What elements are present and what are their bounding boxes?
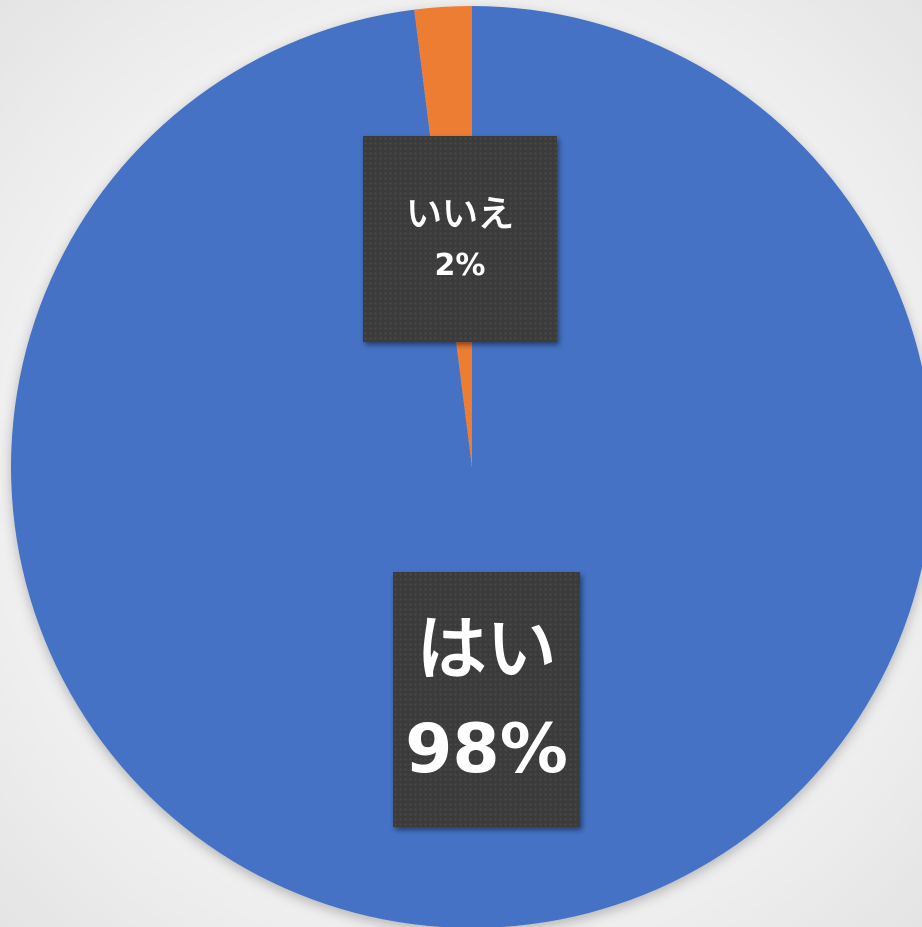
data-label-iie: いいえ 2% xyxy=(363,136,557,342)
pie-slice-hai xyxy=(11,6,922,927)
data-label-value: 98% xyxy=(405,709,568,789)
data-label-category: いいえ xyxy=(405,194,514,235)
data-label-category: はい xyxy=(416,608,557,691)
data-label-value: 2% xyxy=(434,248,486,283)
data-label-hai: はい 98% xyxy=(393,572,580,827)
